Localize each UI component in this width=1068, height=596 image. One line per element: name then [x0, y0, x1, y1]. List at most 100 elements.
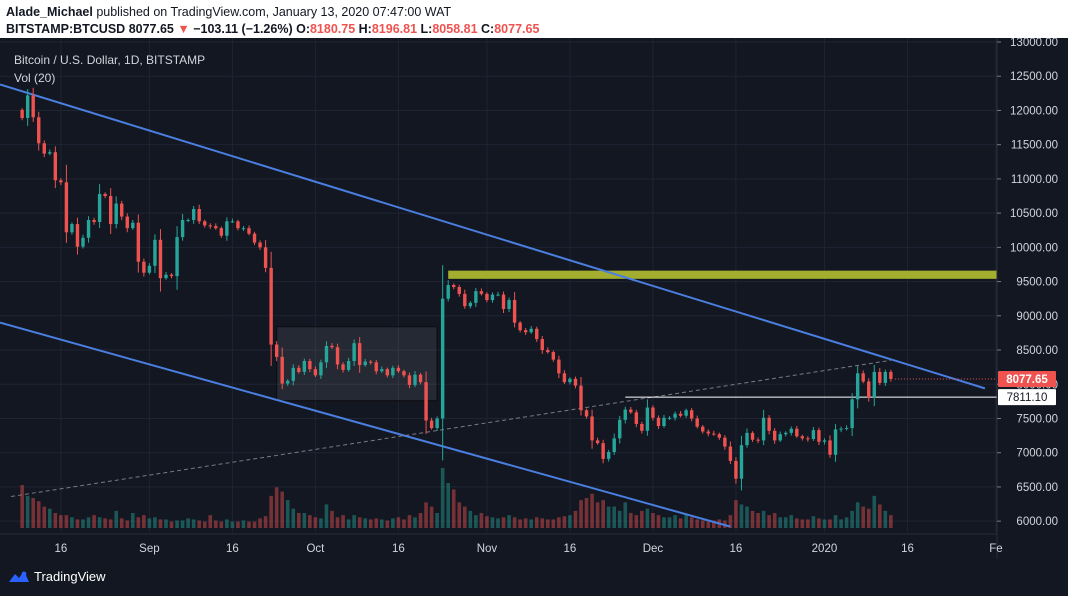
publish-info: published on TradingView.com, January 13…: [96, 5, 452, 19]
volume-bar: [468, 510, 473, 528]
volume-bar: [385, 520, 390, 528]
candle-body: [20, 109, 24, 118]
volume-bar: [59, 515, 63, 528]
candle-body: [518, 322, 522, 331]
candle-body: [684, 410, 688, 416]
volume-bar: [25, 495, 30, 528]
volume-bar: [346, 519, 351, 528]
time-tick-label: Nov: [477, 543, 498, 555]
candle-body: [413, 374, 417, 385]
volume-bar: [263, 516, 268, 528]
candle-body: [601, 443, 605, 459]
candle-body: [606, 452, 611, 459]
volume-bar: [20, 485, 24, 528]
candle-body: [463, 293, 467, 307]
time-tick-label: 2020: [812, 543, 838, 555]
volume-bar: [380, 519, 384, 528]
volume-bar: [866, 508, 871, 528]
volume-bar: [568, 515, 572, 528]
candle-body: [878, 371, 882, 383]
high-label: H:: [358, 22, 372, 36]
volume-bars: [20, 468, 893, 528]
close-label: C:: [481, 22, 495, 36]
candle-body: [230, 221, 235, 223]
time-tick-label: 16: [226, 543, 239, 555]
candle-body: [507, 300, 511, 309]
support-price-tag: [998, 389, 1056, 406]
volume-bar: [103, 518, 107, 528]
trendlines[interactable]: [0, 83, 997, 528]
volume-bar: [208, 515, 213, 528]
candle-body: [573, 378, 578, 386]
volume-bar: [712, 520, 716, 528]
volume-bar: [795, 518, 799, 528]
volume-bar: [158, 519, 163, 528]
volume-bar: [75, 519, 80, 528]
time-tick-label: 16: [392, 543, 405, 555]
candle-body: [64, 182, 69, 233]
volume-bar: [878, 504, 882, 528]
candle-body: [225, 221, 229, 236]
candle-body: [756, 439, 760, 441]
candle-body: [889, 371, 893, 379]
volume-bar: [651, 513, 655, 528]
candle-body: [551, 352, 556, 360]
volume-bar: [883, 510, 888, 528]
brand-name[interactable]: TradingView: [34, 569, 106, 584]
candle-body: [191, 209, 196, 220]
volume-bar: [540, 518, 545, 528]
candle-body: [308, 360, 312, 370]
candle-body: [557, 359, 561, 374]
open-label: O:: [296, 22, 310, 36]
candle-body: [97, 193, 102, 223]
candles: [20, 87, 893, 491]
price-tick-label: 8500.00: [1016, 345, 1058, 357]
candle-body: [767, 417, 771, 431]
volume-bar: [97, 517, 102, 528]
volume-bar: [695, 519, 699, 528]
candle-body: [562, 373, 567, 383]
volume-bar: [800, 519, 805, 528]
candle-body: [169, 274, 174, 277]
candle-body: [203, 221, 207, 226]
volume-bar: [822, 519, 827, 528]
price-tick-label: 10500.00: [1010, 208, 1058, 220]
volume-bar: [479, 513, 484, 528]
volume-bar: [368, 519, 373, 528]
volume-bar: [285, 500, 290, 528]
volume-bar: [811, 516, 816, 528]
volume-bar: [142, 515, 146, 528]
volume-bar: [523, 518, 528, 528]
volume-bar: [236, 521, 240, 528]
candle-body: [330, 345, 334, 348]
volume-bar: [584, 498, 589, 528]
volume-bar: [750, 510, 755, 528]
publish-header: Alade_Michael published on TradingView.c…: [0, 0, 1068, 38]
volume-bar: [114, 510, 118, 528]
candle-body: [313, 369, 318, 376]
volume-bar: [297, 513, 301, 528]
candle-body: [48, 152, 52, 154]
tradingview-logo-icon[interactable]: [8, 569, 30, 585]
candle-body: [590, 416, 594, 441]
dashed-support-line: [10, 359, 891, 498]
time-axis[interactable]: 16 Sep 16 Oct 16 Nov 16 Dec 16 2020 16 Fe: [0, 533, 1003, 555]
symbol-line: BITSTAMP:BTCUSD 8077.65 ▼ −103.11 (−1.26…: [6, 22, 539, 36]
volume-bar: [590, 493, 594, 528]
volume-bar: [457, 502, 462, 528]
candle-body: [302, 360, 307, 372]
price-chart[interactable]: 13000.00 12500.00 12000.00 11500.00 11000.00…: [0, 38, 1068, 559]
author-name[interactable]: Alade_Michael: [6, 5, 93, 19]
consolidation-box: [276, 326, 438, 402]
time-tick-label: Fe: [989, 543, 1002, 555]
candle-body: [872, 371, 876, 398]
price-axis[interactable]: 13000.00 12500.00 12000.00 11500.00 11000.00…: [996, 38, 1068, 559]
volume-bar: [180, 520, 185, 528]
volume-bar: [119, 518, 124, 528]
current-price-tag: [998, 370, 1056, 387]
volume-bar: [202, 521, 207, 528]
candle-body: [236, 221, 240, 229]
candle-body: [440, 298, 445, 419]
candle-body: [81, 237, 85, 247]
volume-bar: [169, 521, 174, 528]
